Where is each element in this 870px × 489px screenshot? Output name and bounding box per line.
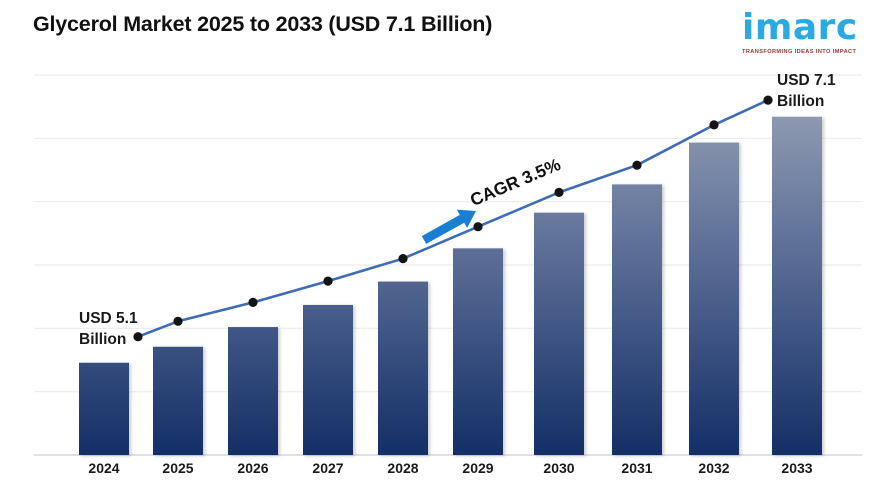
x-axis-label-2032: 2032 bbox=[698, 460, 730, 476]
x-axis-label-2030: 2030 bbox=[543, 460, 575, 476]
x-axis-label-2026: 2026 bbox=[237, 460, 269, 476]
data-point-2031 bbox=[632, 160, 642, 170]
bar-2031 bbox=[612, 184, 662, 455]
x-axis-label-2029: 2029 bbox=[462, 460, 494, 476]
data-point-2033 bbox=[763, 95, 773, 105]
bar-2025 bbox=[153, 346, 203, 455]
growth-arrow bbox=[421, 209, 476, 244]
bar-2029 bbox=[453, 248, 503, 455]
bar-2032 bbox=[689, 142, 739, 455]
x-axis-label-2024: 2024 bbox=[88, 460, 120, 476]
growth-arrow-shape bbox=[421, 209, 476, 244]
data-point-2027 bbox=[323, 276, 333, 286]
bar-2026 bbox=[228, 327, 278, 455]
imarc-logo: imarc TRANSFORMING IDEAS INTO IMPACT bbox=[742, 7, 860, 56]
start-value-line2: Billion bbox=[79, 331, 127, 348]
data-point-2030 bbox=[554, 187, 564, 197]
start-value-label: USD 5.1 Billion bbox=[79, 308, 138, 350]
imarc-logo-wordmark: imarc bbox=[742, 7, 858, 48]
end-value-label: USD 7.1 Billion bbox=[777, 70, 836, 112]
imarc-logo-tagline: TRANSFORMING IDEAS INTO IMPACT bbox=[742, 49, 857, 55]
bar-series bbox=[79, 116, 822, 455]
data-point-2032 bbox=[709, 120, 719, 130]
x-axis-label-2028: 2028 bbox=[387, 460, 419, 476]
x-axis-label-2027: 2027 bbox=[312, 460, 344, 476]
data-point-2029 bbox=[473, 222, 483, 232]
end-value-line2: Billion bbox=[777, 93, 825, 110]
bar-2024 bbox=[79, 362, 129, 455]
data-point-2028 bbox=[398, 254, 408, 264]
data-point-2026 bbox=[248, 297, 258, 307]
start-value-line1: USD 5.1 bbox=[79, 310, 138, 327]
bar-2027 bbox=[303, 304, 353, 455]
end-value-line1: USD 7.1 bbox=[777, 72, 836, 89]
bar-2028 bbox=[378, 281, 428, 455]
trend-line-series bbox=[133, 95, 773, 342]
trend-line bbox=[137, 98, 769, 338]
x-axis-label-2025: 2025 bbox=[162, 460, 194, 476]
data-point-2025 bbox=[173, 316, 183, 326]
data-point-2024 bbox=[133, 332, 143, 342]
x-axis-label-2033: 2033 bbox=[781, 460, 813, 476]
x-axis-label-2031: 2031 bbox=[621, 460, 653, 476]
chart-title: Glycerol Market 2025 to 2033 (USD 7.1 Bi… bbox=[33, 12, 493, 36]
bar-2030 bbox=[534, 212, 584, 455]
bar-2033 bbox=[772, 116, 822, 455]
